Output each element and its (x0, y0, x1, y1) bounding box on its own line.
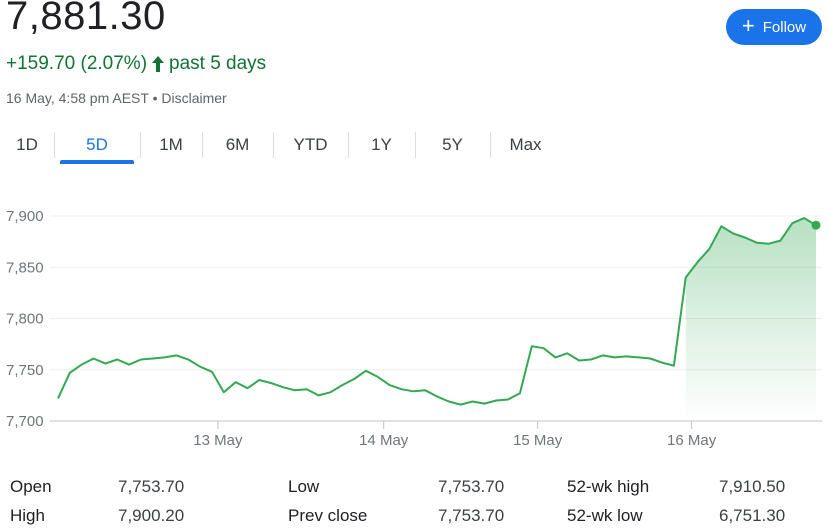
y-tick-label: 7,700 (6, 413, 44, 430)
x-tick-label: 13 May (193, 432, 243, 449)
stat-label-low: Low (288, 477, 320, 496)
stat-label-52wk-high: 52-wk high (567, 477, 650, 496)
price-line (57, 217, 817, 406)
stat-label-open: Open (10, 477, 52, 496)
stats-row: Open 7,753.70 Low 7,753.70 52-wk high 7,… (0, 473, 829, 502)
stats-table: Open 7,753.70 Low 7,753.70 52-wk high 7,… (0, 473, 829, 531)
price-chart[interactable]: 7,900 7,850 7,800 7,750 7,700 13 May 14 May 15 … (0, 190, 829, 455)
tab-6m[interactable]: 6M (202, 128, 273, 162)
area-fill (685, 218, 816, 421)
tab-1d[interactable]: 1D (16, 135, 38, 154)
separator-dot: • (152, 90, 158, 106)
disclaimer-link[interactable]: Disclaimer (161, 90, 227, 106)
x-tick-label: 16 May (667, 432, 717, 449)
series-layer (57, 217, 821, 421)
stat-value-52wk-low: 6,751.30 (719, 506, 786, 525)
stat-value-high: 7,900.20 (118, 506, 185, 525)
tab-5d[interactable]: 5D (54, 128, 140, 164)
current-price: 7,881.30 (6, 0, 166, 38)
stat-value-open: 7,753.70 (118, 477, 185, 496)
arrow-up-icon (152, 56, 165, 72)
follow-button[interactable]: + Follow (726, 9, 822, 45)
stat-value-52wk-high: 7,910.50 (719, 477, 786, 496)
stats-row: High 7,900.20 Prev close 7,753.70 52-wk … (0, 502, 829, 531)
change-value: +159.70 (2.07%) (6, 53, 148, 74)
timestamp-line: 16 May, 4:58 pm AEST • Disclaimer (6, 90, 227, 106)
plus-icon: + (741, 13, 755, 38)
price-change: +159.70 (2.07%) past 5 days (6, 53, 266, 75)
stat-value-low: 7,753.70 (438, 477, 505, 496)
tab-ytd[interactable]: YTD (273, 128, 348, 162)
y-tick-label: 7,850 (6, 259, 44, 276)
y-tick-label: 7,900 (6, 208, 44, 225)
stat-label-prev-close: Prev close (288, 506, 368, 525)
timestamp: 16 May, 4:58 pm AEST (6, 90, 149, 106)
y-tick-label: 7,750 (6, 362, 44, 379)
tab-max[interactable]: Max (490, 128, 561, 162)
tab-1y[interactable]: 1Y (348, 128, 415, 162)
last-point-marker (811, 220, 821, 230)
x-tick-label: 15 May (513, 432, 563, 449)
stat-label-high: High (10, 506, 45, 525)
stat-value-prev-close: 7,753.70 (438, 506, 505, 525)
x-tick-label: 14 May (359, 432, 409, 449)
axis-layer: 7,900 7,850 7,800 7,750 7,700 13 May 14 May 15 … (6, 208, 717, 449)
stat-label-52wk-low: 52-wk low (567, 506, 643, 525)
y-tick-label: 7,800 (6, 311, 44, 328)
follow-label: Follow (762, 18, 807, 36)
tab-1m[interactable]: 1M (140, 128, 202, 162)
range-tabs: 1D 5D 1M 6M YTD 1Y 5Y Max (0, 128, 561, 164)
tab-5y[interactable]: 5Y (415, 128, 490, 162)
change-period: past 5 days (169, 53, 267, 74)
